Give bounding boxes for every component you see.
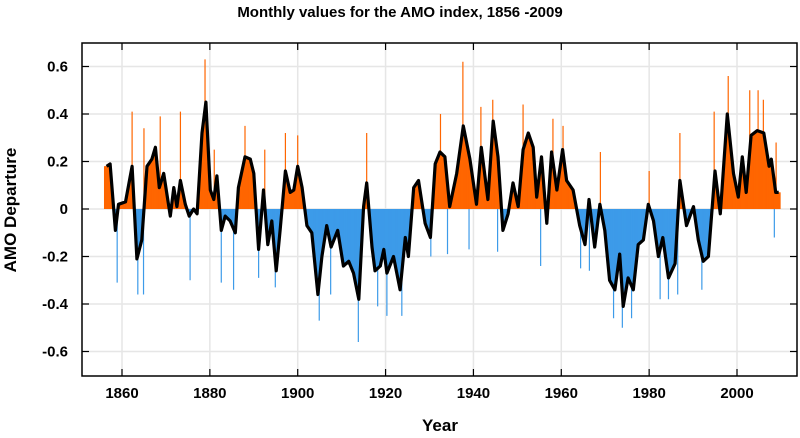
x-tick-label: 1900 [281, 385, 314, 402]
x-tick-label: 1940 [457, 385, 490, 402]
axis-ticks: 1860 1880 1900 1920 1940 1960 1980 2000 -0.6 -0.4… [42, 43, 797, 402]
y-tick-label: -0.4 [42, 296, 69, 313]
chart-title: Monthly values for the AMO index, 1856 -… [237, 4, 562, 21]
x-tick-label: 1880 [193, 385, 226, 402]
x-tick-label: 1960 [545, 385, 578, 402]
x-tick-label: 1920 [369, 385, 402, 402]
y-tick-label: 0.2 [47, 154, 68, 171]
y-tick-label: -0.6 [42, 344, 68, 361]
x-axis-label: Year [422, 416, 458, 435]
smoothed-line [105, 100, 779, 308]
y-tick-label: 0.4 [47, 106, 69, 123]
y-axis-label: AMO Departure [1, 148, 20, 273]
x-tick-label: 2000 [720, 385, 753, 402]
y-tick-label: 0 [60, 201, 68, 218]
y-tick-label: 0.6 [47, 59, 68, 76]
x-tick-label: 1980 [632, 385, 665, 402]
x-tick-label: 1860 [105, 385, 138, 402]
y-tick-label: -0.2 [42, 249, 68, 266]
